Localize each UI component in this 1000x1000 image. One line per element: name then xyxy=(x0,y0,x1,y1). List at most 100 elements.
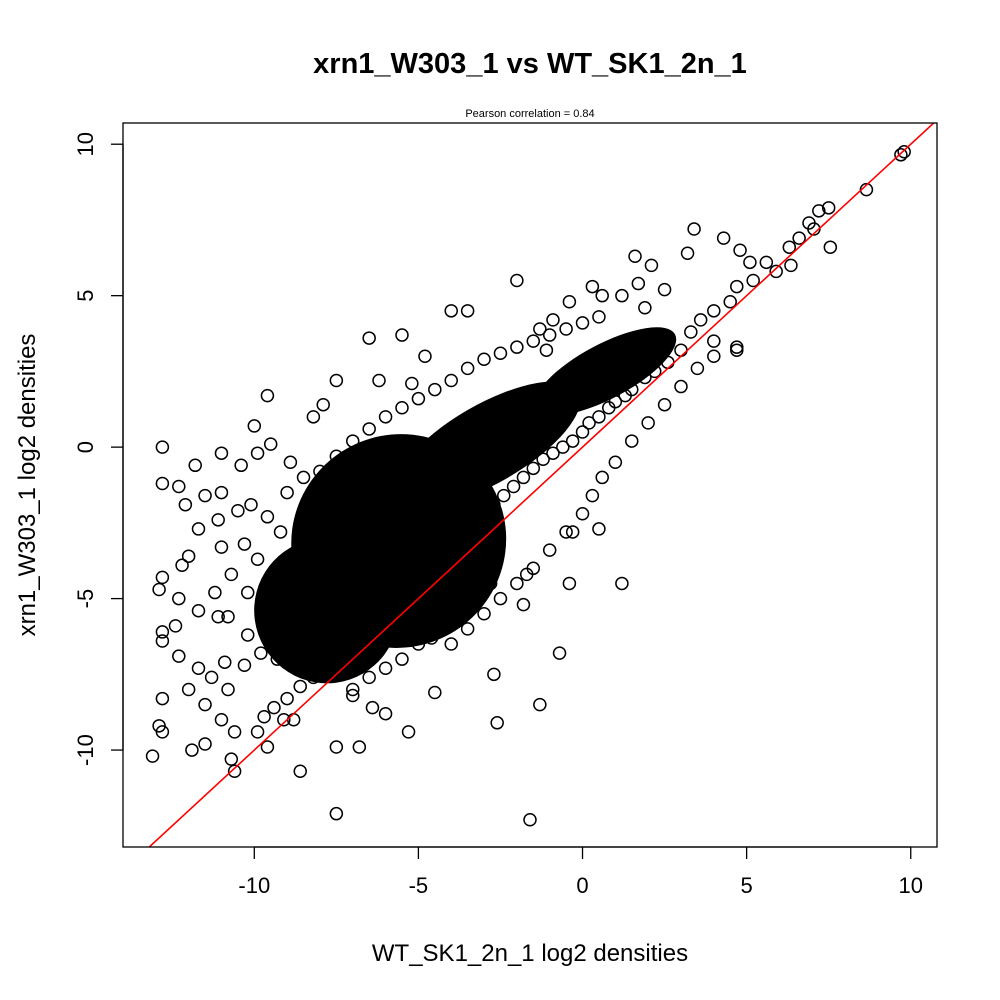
x-tick-label: 0 xyxy=(576,873,588,898)
data-point xyxy=(539,343,554,357)
data-point xyxy=(510,273,524,288)
data-point xyxy=(263,437,278,451)
data-point xyxy=(411,391,426,406)
data-point xyxy=(280,691,294,706)
data-point xyxy=(483,576,498,591)
data-point xyxy=(365,700,380,715)
data-point xyxy=(730,279,744,294)
data-point xyxy=(487,667,501,682)
data-point xyxy=(329,449,344,463)
data-point xyxy=(546,313,560,327)
data-point xyxy=(592,410,606,424)
data-point xyxy=(405,376,419,391)
data-point xyxy=(346,682,360,697)
data-point xyxy=(306,410,321,424)
data-point xyxy=(155,691,170,706)
data-point xyxy=(247,419,262,433)
data-point xyxy=(546,446,560,460)
data-point xyxy=(687,222,701,236)
data-point xyxy=(155,725,170,739)
data-point xyxy=(565,525,580,539)
data-point xyxy=(559,322,573,336)
y-tick-label: 5 xyxy=(73,290,98,302)
data-point xyxy=(372,373,386,388)
data-point xyxy=(155,440,170,454)
data-point xyxy=(723,294,737,309)
data-point xyxy=(493,346,508,360)
data-point xyxy=(444,373,458,388)
data-point xyxy=(152,582,166,597)
data-point xyxy=(536,452,550,467)
data-point xyxy=(155,625,170,639)
data-point xyxy=(615,288,629,303)
data-point xyxy=(510,340,524,354)
data-point xyxy=(267,700,281,715)
data-point xyxy=(221,682,235,697)
data-point xyxy=(585,279,600,294)
data-point xyxy=(684,325,698,339)
data-point xyxy=(542,543,557,557)
data-point xyxy=(352,740,367,754)
data-point xyxy=(519,567,534,582)
data-point xyxy=(496,488,511,503)
data-point xyxy=(707,304,721,318)
data-point xyxy=(644,258,659,273)
data-point xyxy=(260,388,275,403)
data-point xyxy=(401,725,416,739)
data-point xyxy=(657,282,672,297)
x-axis: -10 -5 0 5 10 xyxy=(238,846,923,898)
data-point xyxy=(155,476,170,491)
data-point xyxy=(214,485,229,500)
data-point xyxy=(240,628,255,642)
data-point xyxy=(487,497,501,512)
data-point xyxy=(897,145,911,159)
data-point xyxy=(575,316,590,330)
data-point xyxy=(329,806,344,821)
data-point xyxy=(270,652,285,666)
data-point xyxy=(329,740,344,754)
y-tick-label: 0 xyxy=(73,441,98,453)
data-point xyxy=(562,576,577,591)
data-point xyxy=(707,349,721,364)
data-point xyxy=(257,709,271,724)
data-point xyxy=(237,537,252,551)
data-point xyxy=(178,497,193,512)
data-point xyxy=(224,752,239,766)
data-point xyxy=(218,655,232,669)
x-tick-label: 5 xyxy=(741,873,753,898)
data-point xyxy=(378,706,393,721)
data-point xyxy=(231,503,245,518)
data-point xyxy=(674,343,688,357)
data-point xyxy=(716,231,731,245)
points-layer xyxy=(145,145,911,827)
data-point xyxy=(693,313,708,327)
data-point xyxy=(244,497,258,512)
data-point xyxy=(329,373,344,388)
y-axis: -10 -5 0 5 10 xyxy=(73,132,124,766)
data-point xyxy=(565,434,580,448)
data-point xyxy=(516,470,531,485)
data-point xyxy=(250,446,265,460)
data-point xyxy=(506,479,521,494)
data-point xyxy=(608,455,623,470)
data-point xyxy=(784,258,798,273)
x-tick-label: -10 xyxy=(238,873,270,898)
data-point xyxy=(395,328,409,342)
data-point xyxy=(823,240,838,254)
density-region xyxy=(254,538,399,684)
data-point xyxy=(680,246,695,261)
data-point xyxy=(362,331,376,345)
data-point xyxy=(585,488,600,503)
data-point xyxy=(257,600,271,615)
data-point xyxy=(221,610,235,624)
x-tick-label: 10 xyxy=(898,873,922,898)
data-point xyxy=(477,352,491,367)
data-point xyxy=(385,616,399,630)
data-point xyxy=(595,288,609,303)
data-point xyxy=(296,470,311,485)
data-point xyxy=(595,470,609,485)
data-point xyxy=(592,310,606,324)
data-point xyxy=(362,670,376,685)
data-point xyxy=(211,610,225,624)
data-point xyxy=(260,740,275,754)
